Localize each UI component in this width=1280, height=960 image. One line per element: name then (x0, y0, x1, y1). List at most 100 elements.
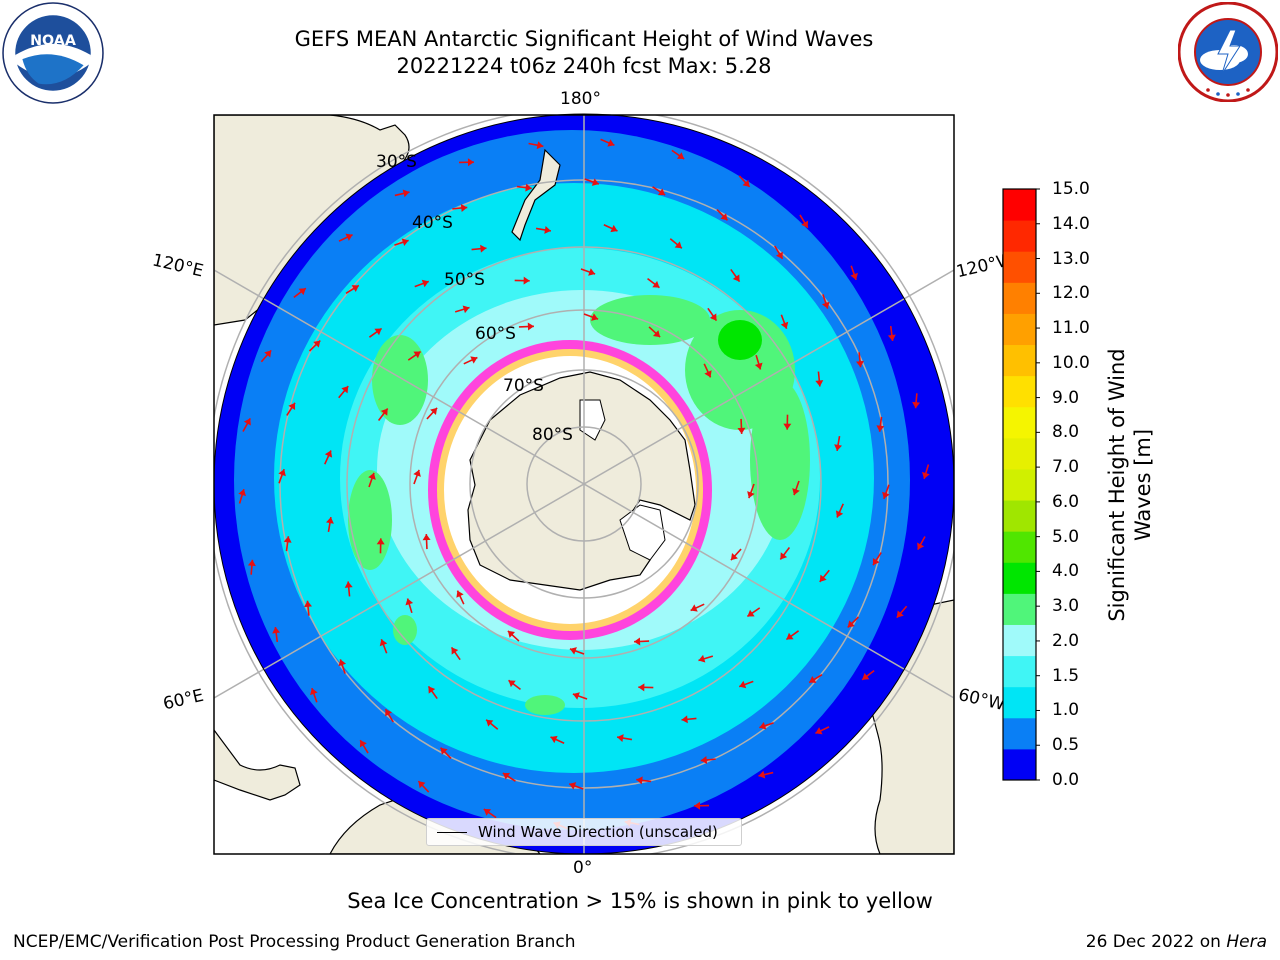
colorbar-swatch (1003, 251, 1036, 283)
wave-direction-arrowhead (502, 772, 511, 780)
wave-direction-arrowhead (569, 782, 577, 790)
wave-direction-arrowhead (418, 781, 426, 789)
wave-direction-arrowhead (385, 709, 393, 717)
wave-direction-arrowhead (264, 350, 272, 358)
colorbar-swatch (1003, 189, 1036, 221)
wave-direction-arrowhead (652, 330, 661, 338)
wave-direction-arrowhead (698, 654, 706, 663)
wave-direction-arrowhead (483, 809, 492, 816)
noaa-logo-icon: NOAA (2, 2, 104, 104)
wave-direction-arrowhead (288, 402, 296, 411)
wave-direction-arrowhead (732, 274, 740, 282)
wave-direction-arrowhead (709, 313, 717, 321)
wave-direction-arrowhead (742, 179, 750, 187)
wave-direction-arrowhead (341, 386, 349, 394)
wave-direction-arrowhead (405, 598, 414, 606)
wave-direction-arrowhead (700, 755, 708, 764)
wave-direction-arrowhead (690, 604, 698, 612)
wave-direction-arrowhead (912, 401, 921, 409)
chart-title: GEFS MEAN Antarctic Significant Height o… (294, 27, 874, 51)
colorbar-swatch (1003, 375, 1036, 408)
wave-direction-arrowhead (720, 213, 728, 221)
wave-direction-arrowhead (657, 188, 666, 196)
wave-direction-arrowhead (569, 647, 577, 655)
colorbar-swatch (1003, 717, 1036, 750)
footer-date-text: 26 Dec 2022 on (1085, 932, 1227, 952)
wave-direction-arrowhead (792, 488, 800, 496)
colorbar-tick-label: 7.0 (1052, 457, 1080, 478)
lat-label-50s: 50°S (444, 270, 485, 290)
wave-direction-arrowhead (430, 407, 438, 416)
colorbar-swatch (1003, 344, 1036, 377)
wave-direction-arrowhead (862, 672, 870, 680)
colorbar-label-line1: Significant Height of Wind (1105, 348, 1129, 622)
wave-direction-arrowhead (413, 351, 421, 359)
wave-direction-arrowhead (850, 272, 858, 280)
colorbar-swatch (1003, 624, 1036, 657)
wave-direction-arrowhead (313, 340, 321, 348)
wave-direction-arrowhead (783, 423, 792, 430)
colorbar-tick-label: 1.0 (1052, 700, 1080, 721)
wave-direction-arrowhead (243, 418, 251, 426)
wave-direction-arrowhead (780, 321, 789, 329)
sea-ice-note: Sea Ice Concentration > 15% is shown in … (347, 889, 933, 913)
colorbar-tick-label: 0.0 (1052, 770, 1080, 790)
colorbar-tick-label: 6.0 (1052, 491, 1080, 512)
colorbar-tick-label: 14.0 (1052, 213, 1090, 234)
wave-direction-arrowhead (847, 620, 855, 628)
wave-direction-arrowhead (887, 334, 896, 341)
wave-direction-arrowhead (456, 590, 464, 598)
colorbar-tick-label: 13.0 (1052, 248, 1090, 269)
wave-direction-arrowhead (486, 719, 494, 727)
wave-direction-arrowhead (775, 251, 783, 259)
footer-date: 26 Dec 2022 on Hera (1086, 932, 1267, 952)
colorbar-swatch (1003, 686, 1036, 719)
colorbar-tick-label: 9.0 (1052, 387, 1080, 408)
wave-direction-arrowhead (896, 610, 904, 618)
colorbar-tick-label: 11.0 (1052, 318, 1090, 339)
wave-direction-arrowhead (819, 574, 827, 582)
wave-direction-arrowhead (310, 688, 318, 696)
wind-wave-arrows (238, 138, 930, 830)
wave-direction-arrowhead (652, 280, 660, 288)
wave-direction-arrowhead (462, 305, 470, 314)
wave-direction-arrowhead (694, 801, 701, 810)
colorbar-swatch (1003, 220, 1036, 252)
wave-direction-arrowhead (379, 639, 388, 647)
colorbar-swatch (1003, 313, 1036, 346)
new-zealand (511, 148, 561, 242)
colorbar-label: Significant Height of Wind Waves [m] (1104, 348, 1156, 621)
lon-label-0: 0° (573, 858, 593, 878)
wave-direction-arrowhead (451, 647, 459, 655)
wave-direction-arrowhead (737, 427, 746, 434)
wave-direction-arrowhead (815, 727, 823, 735)
wave-direction-arrowhead (809, 675, 817, 683)
wave-direction-arrowhead (523, 276, 530, 285)
wave-direction-arrowhead (402, 189, 410, 198)
wave-direction-arrowhead (304, 600, 313, 608)
polar-map (213, 113, 955, 855)
colorbar-swatch (1003, 655, 1036, 688)
wave-direction-arrowhead (591, 178, 599, 186)
colorbar-tick-label: 3.0 (1052, 596, 1080, 617)
wave-direction-arrowhead (374, 328, 382, 336)
colorbar-tick-label: 1.5 (1052, 665, 1080, 686)
wave-direction-arrowhead (401, 238, 409, 247)
graticule (214, 115, 954, 854)
colorbar (1002, 188, 1040, 781)
wave-direction-arrowhead (876, 425, 885, 432)
wave-direction-arrowhead (917, 542, 925, 550)
wave-direction-arrowhead (345, 233, 353, 241)
wave-direction-arrowhead (527, 322, 534, 331)
weddell-ice-shelf (619, 504, 666, 561)
wave-direction-arrowhead (421, 279, 429, 288)
colorbar-swatch (1003, 531, 1036, 563)
wave-direction-arrowhead (786, 632, 794, 640)
wave-direction-arrowhead (368, 472, 376, 480)
ross-ice-shelf (579, 399, 606, 441)
footer-machine: Hera (1226, 932, 1267, 952)
colorbar-swatch (1003, 406, 1036, 439)
wave-direction-arrowhead (591, 313, 599, 321)
colorbar-swatch (1003, 437, 1036, 470)
map-frame (213, 114, 955, 855)
